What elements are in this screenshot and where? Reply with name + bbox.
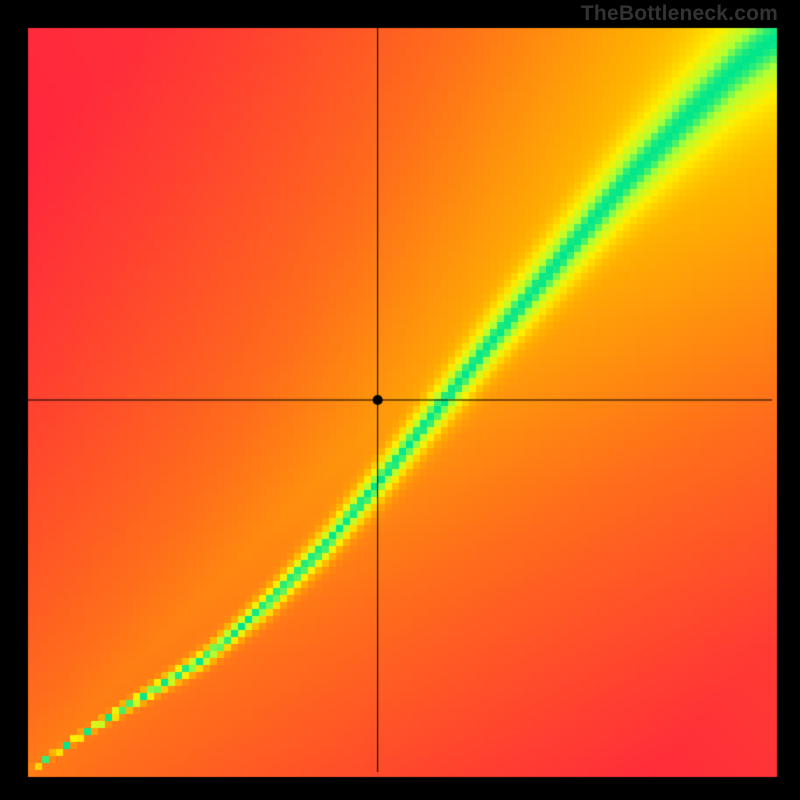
attribution-label: TheBottleneck.com xyxy=(581,2,778,26)
bottleneck-heatmap xyxy=(0,0,800,800)
